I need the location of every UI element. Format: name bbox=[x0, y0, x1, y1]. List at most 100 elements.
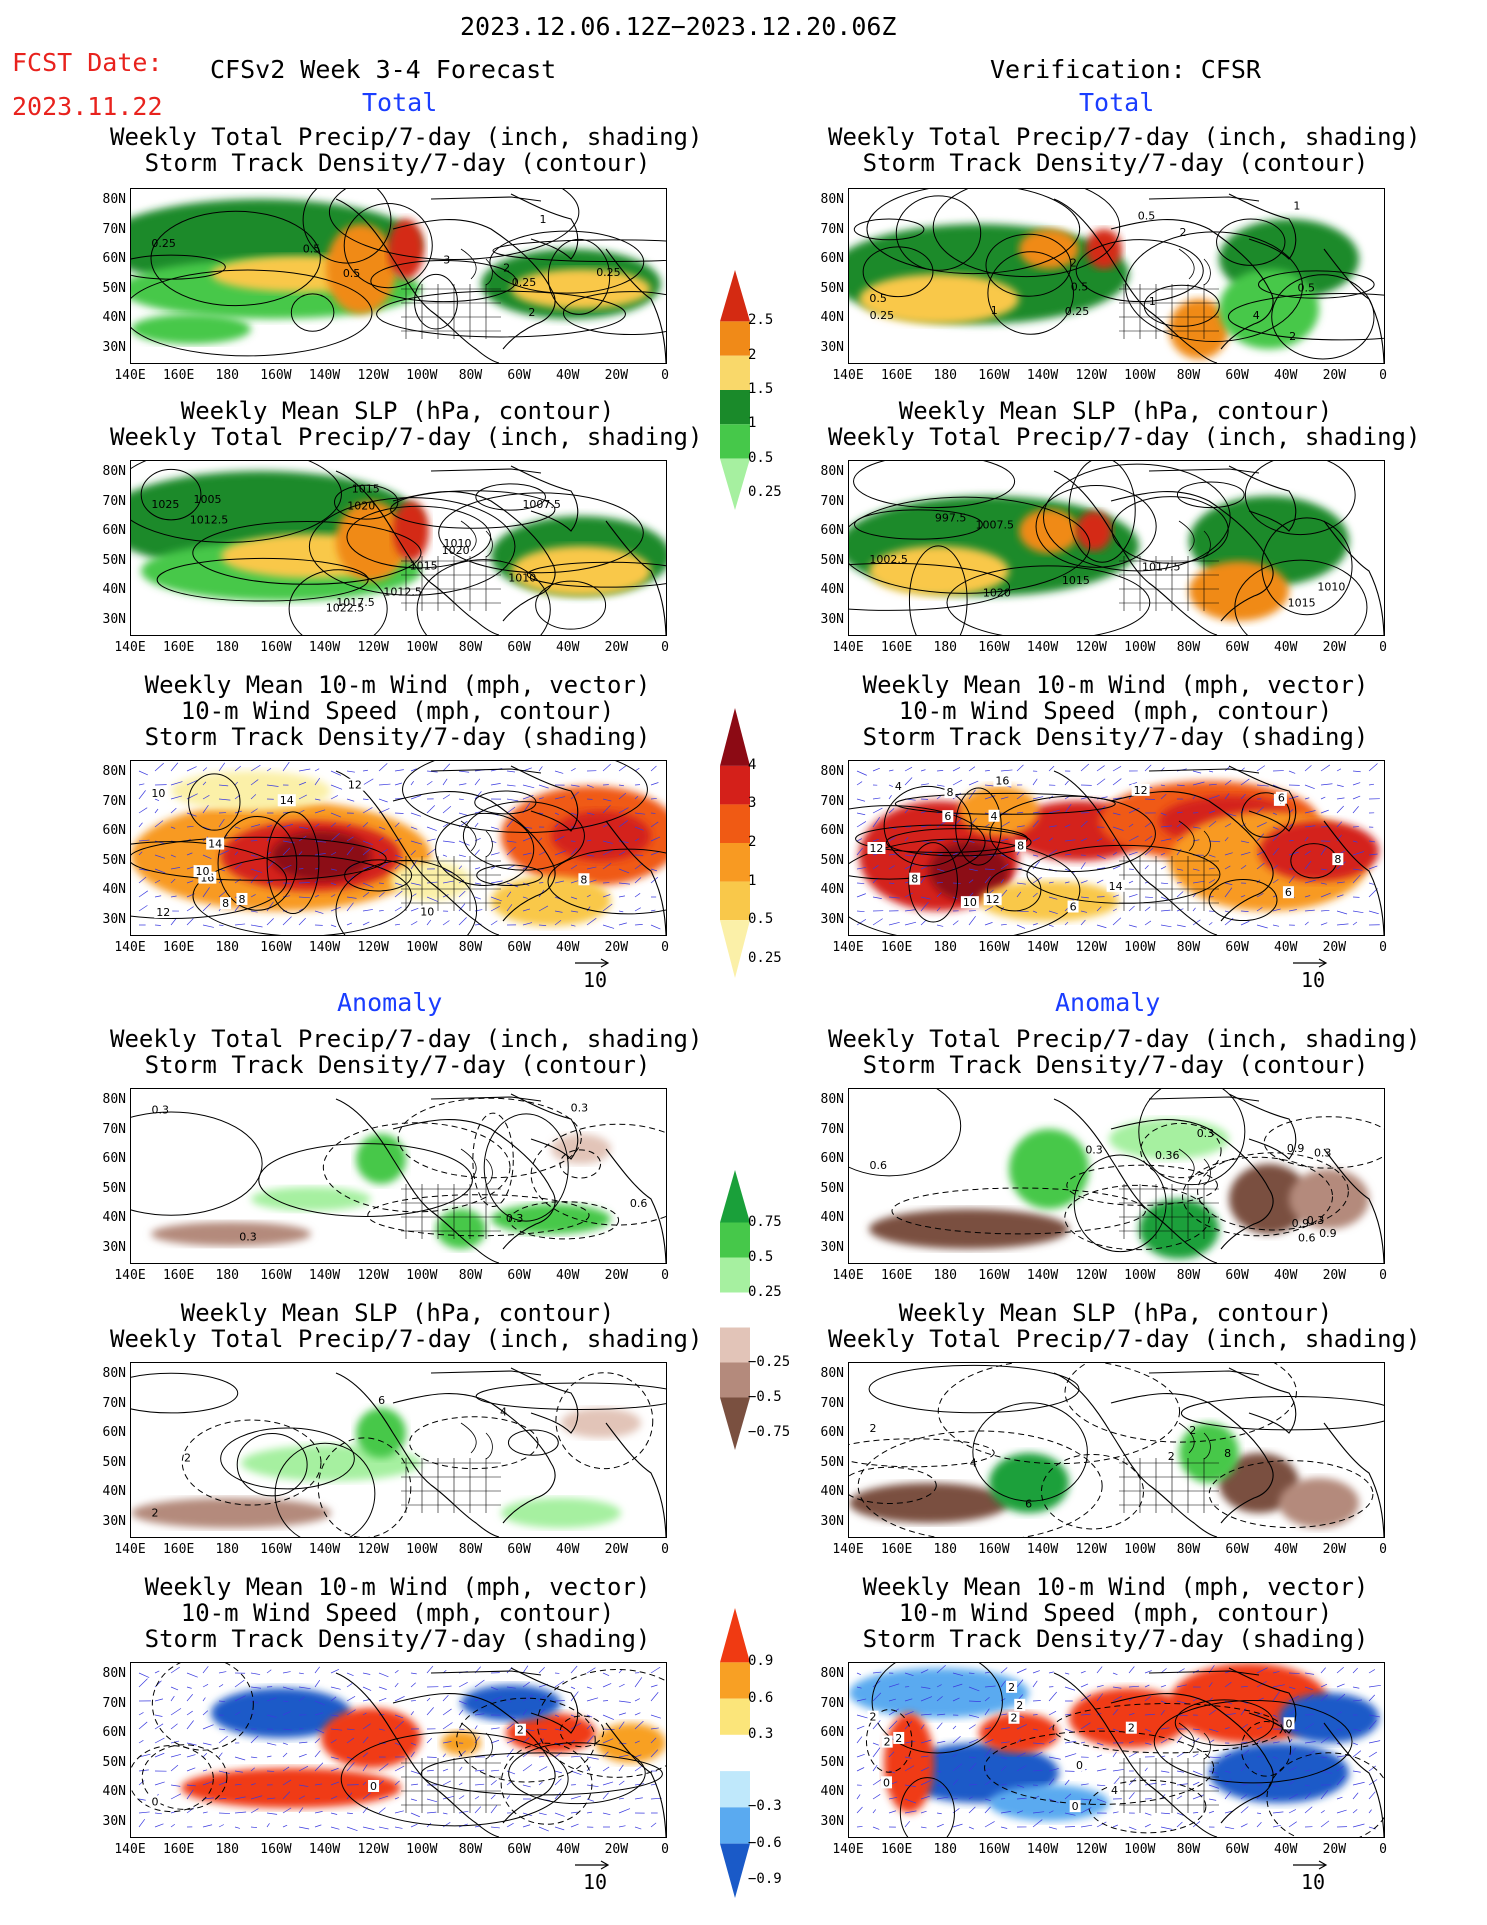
panel-title-line: Storm Track Density/7-day (contour) bbox=[144, 1051, 651, 1079]
contour-label: 16 bbox=[995, 774, 1009, 787]
panel-title-line: Weekly Mean SLP (hPa, contour) bbox=[898, 1299, 1333, 1327]
lon-tick-label: 80W bbox=[1176, 1542, 1201, 1557]
lat-tick-label: 50N bbox=[102, 1180, 126, 1196]
forecast-total-slp_precip-title: Weekly Mean SLP (hPa, contour) Weekly Tot… bbox=[110, 398, 703, 451]
colorbar-label: 1.5 bbox=[748, 381, 774, 397]
contour-label: 0.5 bbox=[343, 267, 361, 280]
lon-tick-label: 80W bbox=[1176, 1268, 1201, 1283]
lat-tick-label: 70N bbox=[820, 1695, 844, 1711]
lat-tick-label: 30N bbox=[820, 1513, 844, 1529]
contour-label: 4 bbox=[1253, 309, 1260, 322]
contour-label: 2 bbox=[869, 1422, 876, 1435]
contour-label: 8 bbox=[580, 873, 587, 886]
contour-label: 2 bbox=[1168, 1450, 1175, 1463]
lon-tick-label: 0 bbox=[661, 940, 669, 955]
panel-title-line: Storm Track Density/7-day (shading) bbox=[862, 723, 1369, 751]
contour-label: 6 bbox=[944, 810, 951, 823]
lon-tick-label: 120W bbox=[357, 368, 389, 383]
lat-tick-label: 40N bbox=[102, 582, 126, 597]
colorbar-label: 0.25 bbox=[748, 949, 782, 966]
contour-label: 0.5 bbox=[303, 242, 321, 255]
lon-tick-label: 140W bbox=[308, 1842, 341, 1857]
panel-title-line: Storm Track Density/7-day (shading) bbox=[862, 1625, 1369, 1653]
lon-tick-label: 100W bbox=[1124, 1842, 1156, 1857]
forecast-anom-precip_track-title: Weekly Total Precip/7-day (inch, shading… bbox=[110, 1026, 702, 1079]
colorbar-precip_total bbox=[720, 270, 750, 510]
lon-tick-label: 100W bbox=[1124, 1268, 1156, 1283]
lon-tick-label: 140W bbox=[308, 940, 341, 955]
contour-label: 0.3 bbox=[239, 1231, 257, 1244]
lat-tick-label: 30N bbox=[820, 339, 844, 355]
panel-title-line: Storm Track Density/7-day (contour) bbox=[144, 149, 651, 177]
contour-label: 0.5 bbox=[1138, 209, 1156, 222]
lat-tick-label: 50N bbox=[102, 1754, 126, 1770]
lat-tick-label: 40N bbox=[820, 1210, 844, 1225]
verification-total-wind_track-map: 12861264481012161446868 bbox=[848, 760, 1385, 936]
lon-tick-label: 140W bbox=[1026, 940, 1059, 955]
lon-tick-label: 60W bbox=[507, 1268, 531, 1283]
panel-title-line: 10-m Wind Speed (mph, contour) bbox=[898, 697, 1333, 725]
contour-label: 0.3 bbox=[151, 1104, 169, 1117]
lon-tick-label: 160W bbox=[978, 368, 1010, 383]
lon-tick-label: 20W bbox=[604, 1542, 629, 1557]
section-anomaly-left: Anomaly bbox=[337, 988, 443, 1017]
lat-tick-label: 60N bbox=[102, 823, 126, 838]
lon-tick-label: 60W bbox=[1225, 940, 1249, 955]
panel-title-line: Weekly Total Precip/7-day (inch, shading… bbox=[110, 123, 703, 151]
panel-title-line: Weekly Total Precip/7-day (inch, shading… bbox=[110, 423, 703, 451]
lon-tick-label: 40W bbox=[555, 368, 580, 383]
contour-label: 0.36 bbox=[1155, 1149, 1180, 1162]
contour-label: 1007.5 bbox=[522, 498, 561, 511]
lon-tick-label: 80W bbox=[458, 368, 483, 383]
lon-tick-label: 160E bbox=[162, 1842, 195, 1857]
lon-tick-label: 140E bbox=[832, 1842, 864, 1857]
panel-title-line: Weekly Total Precip/7-day (inch, shading… bbox=[828, 123, 1421, 151]
contour-label: 1012.5 bbox=[190, 513, 229, 526]
section-anomaly-right: Anomaly bbox=[1055, 988, 1161, 1017]
colorbar-label: 0.3 bbox=[748, 1725, 774, 1742]
contour-label: 2 bbox=[884, 1736, 891, 1749]
lat-tick-label: 60N bbox=[102, 1725, 126, 1740]
contour-label: 0.25 bbox=[151, 237, 176, 250]
lon-tick-label: 140E bbox=[832, 1542, 864, 1557]
colorbar-label: 2 bbox=[748, 834, 757, 850]
reference-vector-label: 10 bbox=[583, 968, 608, 992]
lon-tick-label: 60W bbox=[507, 940, 531, 955]
lon-tick-label: 160W bbox=[978, 940, 1010, 955]
verification-anom-slp_precip-map: 2 8 6 4 2 2 bbox=[848, 1362, 1385, 1538]
lon-tick-label: 180 bbox=[933, 1268, 957, 1283]
contour-label: 2 bbox=[895, 1732, 902, 1745]
contour-label: 0.25 bbox=[596, 266, 621, 279]
lon-tick-label: 140E bbox=[114, 368, 146, 383]
lat-tick-label: 60N bbox=[102, 251, 126, 266]
lon-tick-label: 180 bbox=[215, 940, 239, 955]
lon-tick-label: 160W bbox=[260, 1542, 292, 1557]
contour-label: 0.6 bbox=[1298, 1232, 1316, 1245]
colorbar-label: 0.6 bbox=[748, 1689, 774, 1706]
lon-tick-label: 140E bbox=[114, 640, 146, 655]
lon-tick-label: 120W bbox=[357, 1542, 389, 1557]
lon-tick-label: 180 bbox=[933, 1842, 957, 1857]
lat-tick-label: 30N bbox=[102, 611, 126, 627]
forecast-total-wind_track-title: Weekly Mean 10-m Wind (mph, vector) 10-m … bbox=[110, 672, 685, 750]
contour-label: 1017.5 bbox=[336, 596, 375, 609]
lat-tick-label: 50N bbox=[820, 852, 844, 868]
verification-total-wind_track-title: Weekly Mean 10-m Wind (mph, vector) 10-m … bbox=[828, 672, 1403, 750]
lon-tick-label: 140W bbox=[308, 368, 341, 383]
lon-tick-label: 120W bbox=[1075, 1842, 1107, 1857]
lon-tick-label: 40W bbox=[1273, 940, 1298, 955]
contour-label: 2 bbox=[1189, 1424, 1196, 1437]
reference-arrow-icon bbox=[575, 1860, 610, 1870]
contour-label: 1010 bbox=[508, 572, 536, 585]
lon-tick-label: 180 bbox=[933, 368, 957, 383]
lon-tick-label: 20W bbox=[1322, 940, 1347, 955]
contour-label: 1 bbox=[991, 304, 998, 317]
lon-tick-label: 160E bbox=[162, 368, 195, 383]
contour-label: 8 bbox=[1334, 853, 1341, 866]
contour-label: 0 bbox=[370, 1780, 377, 1793]
contour-label: 1017.5 bbox=[1142, 561, 1181, 574]
colorbar-track_total bbox=[720, 708, 750, 978]
lat-tick-label: 50N bbox=[820, 280, 844, 296]
lat-tick-label: 60N bbox=[102, 523, 126, 538]
